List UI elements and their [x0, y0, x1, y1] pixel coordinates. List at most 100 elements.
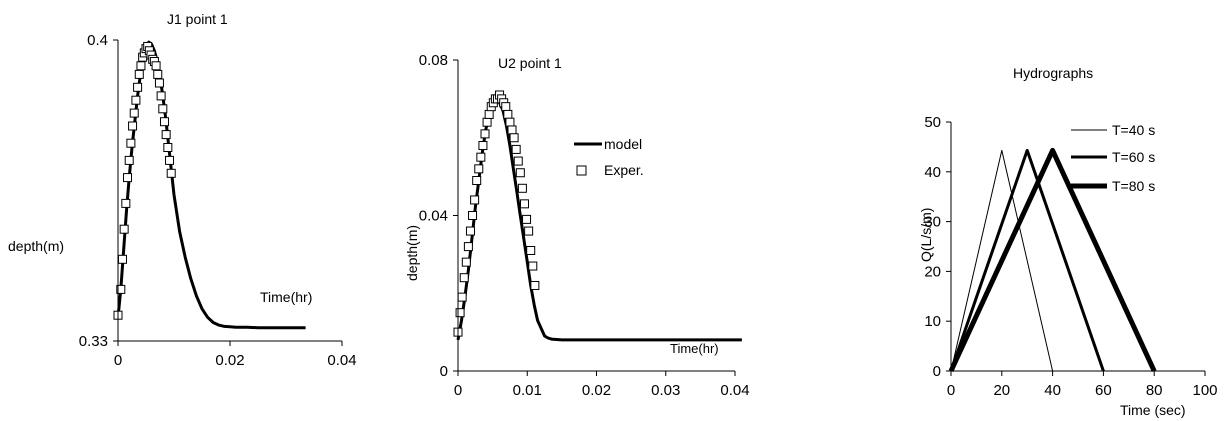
- series-line-t-40-s: [950, 149, 1054, 372]
- data-point-marker: [522, 214, 532, 224]
- legend-marker-exper: [576, 165, 587, 176]
- data-point-marker: [513, 156, 523, 166]
- x-tick-label: 0.04: [720, 382, 749, 399]
- data-point-marker: [117, 254, 127, 264]
- data-point-marker: [484, 109, 494, 119]
- data-point-marker: [530, 280, 540, 290]
- legend-label-t80: T=80 s: [1112, 178, 1155, 194]
- data-point-marker: [133, 82, 143, 92]
- data-point-marker: [124, 155, 134, 165]
- x-tick-label: 0: [454, 382, 462, 399]
- x-tick-label: 100: [1192, 382, 1217, 399]
- data-point-marker: [151, 61, 161, 71]
- data-point-marker: [461, 257, 471, 267]
- data-point-marker: [524, 226, 534, 236]
- data-point-marker: [128, 121, 138, 131]
- data-point-marker: [480, 129, 490, 139]
- chart-title: Hydrographs: [1013, 65, 1093, 81]
- data-point-marker: [126, 138, 136, 148]
- data-point-marker: [517, 183, 527, 193]
- data-point-marker: [153, 69, 163, 79]
- x-tick-label: 0: [947, 382, 955, 399]
- data-point-marker: [482, 117, 492, 127]
- y-tick-label: 0.4: [87, 32, 108, 49]
- y-tick-label: 0.04: [419, 208, 448, 225]
- data-point-marker: [470, 195, 480, 205]
- legend-label-t60: T=60 s: [1112, 149, 1155, 165]
- chart-j1-point-1: J1 point 1 depth(m) Time(hr) 0 0.02 0.04 0.…: [8, 11, 357, 369]
- data-point-marker: [136, 61, 146, 71]
- legend: model Exper.: [574, 136, 644, 178]
- data-point-marker: [519, 199, 529, 209]
- data-point-marker: [526, 245, 536, 255]
- y-tick-label: 0.33: [79, 333, 108, 350]
- data-point-marker: [472, 176, 482, 186]
- y-tick-label: 0: [440, 363, 448, 380]
- data-point-marker: [474, 164, 484, 174]
- data-point-marker: [505, 117, 515, 127]
- y-tick-label: 10: [924, 313, 941, 330]
- data-point-marker: [509, 133, 519, 143]
- x-tick-label: 40: [1044, 382, 1061, 399]
- chart-u2-point-1: U2 point 1 depth(m) Time(hr) 0 0.01 0.02 0.…: [404, 52, 750, 399]
- data-point-marker: [163, 143, 173, 152]
- chart-hydrographs: Hydrographs Q(L/s/m) Time (sec) 0 20 40 60 8…: [918, 65, 1218, 418]
- data-point-marker: [156, 91, 166, 101]
- data-point-marker: [468, 211, 478, 220]
- data-point-marker: [116, 284, 126, 294]
- x-axis-label: Time(hr): [260, 289, 312, 305]
- data-point-marker: [159, 117, 169, 127]
- x-tick-label: 0.01: [513, 382, 542, 399]
- data-point-marker: [131, 95, 141, 105]
- data-point-marker: [515, 168, 525, 178]
- x-tick-label: 60: [1095, 382, 1112, 399]
- data-point-marker: [129, 108, 139, 118]
- data-point-marker: [166, 168, 176, 178]
- x-tick-label: 0.03: [651, 382, 680, 399]
- legend: T=40 s T=60 s T=80 s: [1071, 122, 1155, 194]
- chart-title: U2 point 1: [498, 55, 562, 71]
- y-tick-label: 30: [924, 214, 941, 231]
- x-tick-label: 0.02: [582, 382, 611, 399]
- legend-label-exper: Exper.: [604, 162, 644, 178]
- data-point-marker: [511, 144, 521, 154]
- y-tick-label: 0.08: [419, 52, 448, 69]
- data-point-marker: [478, 141, 488, 151]
- chart-title: J1 point 1: [167, 11, 228, 27]
- y-tick-label: 20: [924, 263, 941, 280]
- data-point-marker: [457, 292, 467, 302]
- data-point-marker: [161, 130, 171, 140]
- x-axis-label: Time (sec): [1120, 402, 1186, 418]
- y-tick-label: 50: [924, 114, 941, 131]
- data-point-marker: [476, 152, 486, 162]
- y-tick-label: 40: [924, 164, 941, 181]
- data-point-marker: [158, 104, 168, 114]
- data-point-marker: [528, 261, 538, 271]
- data-point-marker: [154, 78, 164, 88]
- x-tick-label: 0.02: [215, 352, 244, 369]
- y-axis-label: depth(m): [8, 238, 64, 254]
- y-axis-label: depth(m): [404, 225, 420, 281]
- legend-label-t40: T=40 s: [1112, 122, 1155, 138]
- data-point-marker: [459, 273, 469, 283]
- data-point-marker: [455, 308, 465, 318]
- y-axis-label: Q(L/s/m): [918, 208, 934, 262]
- series-line-model: [456, 97, 742, 342]
- series-line-t-80-s: [948, 147, 1157, 373]
- data-point-marker: [119, 224, 129, 234]
- x-tick-label: 0: [114, 352, 122, 369]
- data-point-marker: [121, 198, 131, 208]
- data-point-marker: [134, 69, 144, 79]
- x-tick-label: 80: [1146, 382, 1163, 399]
- data-point-marker: [465, 226, 475, 236]
- series-line-t-60-s: [949, 148, 1105, 372]
- data-point-marker: [165, 155, 175, 165]
- data-point-marker: [463, 242, 473, 252]
- data-point-marker: [507, 125, 517, 135]
- data-point-marker: [501, 102, 511, 112]
- y-tick-label: 0: [933, 363, 941, 380]
- series-line-model: [116, 40, 306, 330]
- legend-label-model: model: [604, 136, 642, 152]
- data-point-marker: [503, 109, 513, 119]
